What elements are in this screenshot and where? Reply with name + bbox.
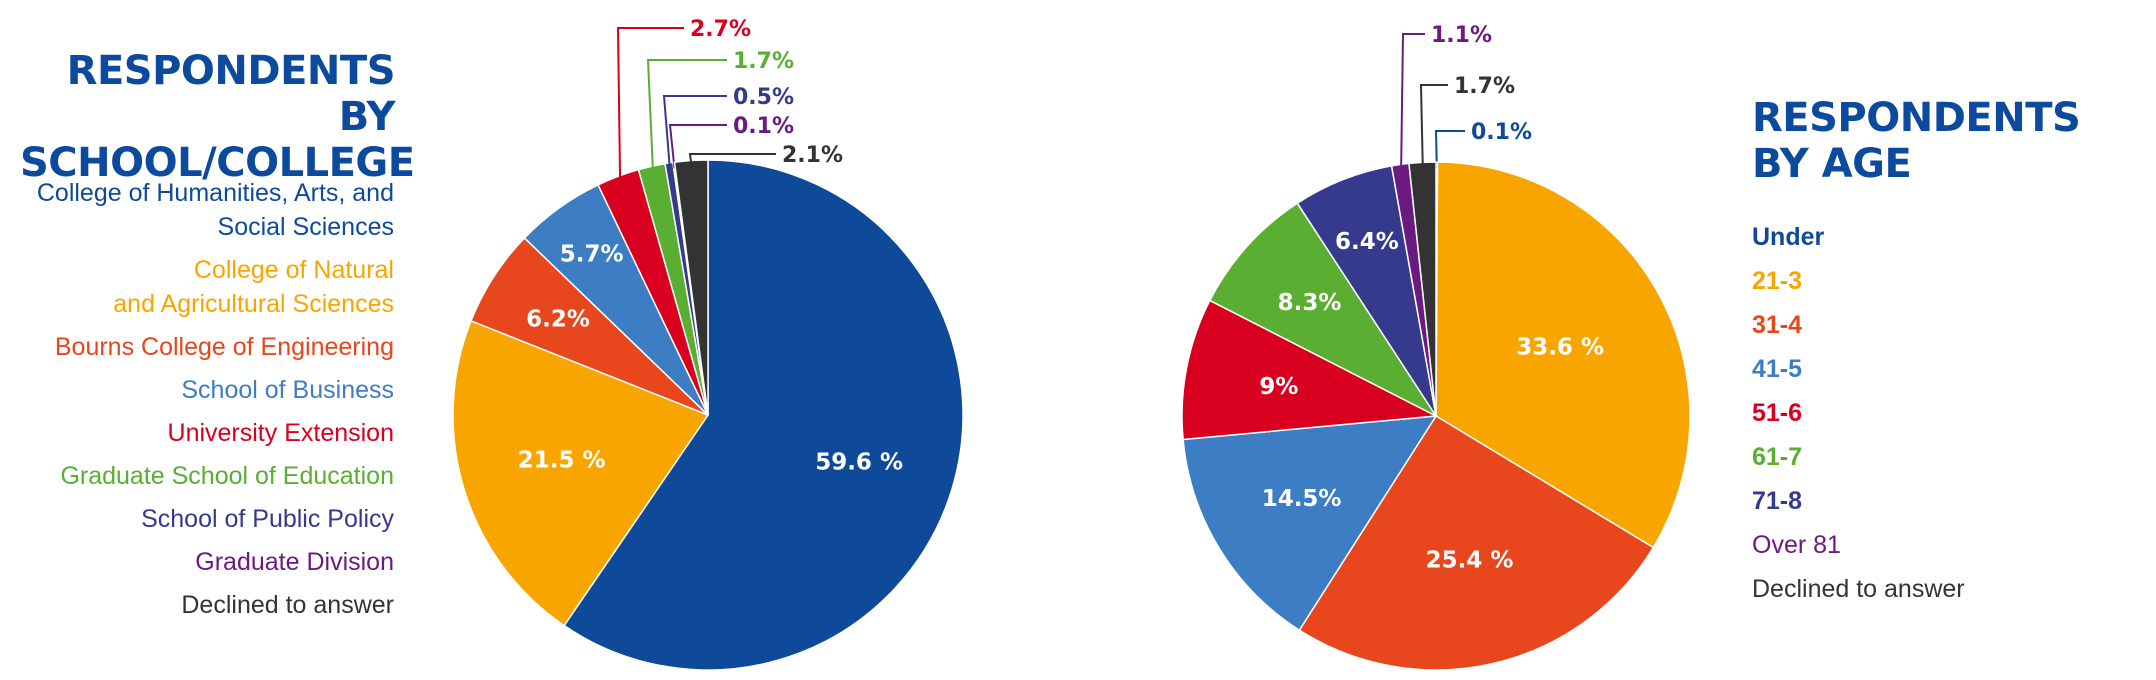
legend-item-business: School of Business [0, 373, 394, 407]
legend-item-under: Under [1752, 220, 2132, 255]
slice-value-label-school-bourns-college-of-engineering: 6.2% [526, 306, 590, 332]
school-legend: College of Humanities, Arts, and Social … [0, 176, 394, 631]
legend-item-21-3: 21-3 [1752, 264, 2132, 299]
callout-line-age-over-81 [1400, 33, 1425, 171]
age-chart-title: RESPONDENTS BY AGE [1752, 95, 2132, 187]
legend-item-over-81: Over 81 [1752, 528, 2132, 563]
pie-slice-school-college-of-humanities-arts-and-social-sciences [563, 159, 964, 671]
legend-item-51-6: 51-6 [1752, 396, 2132, 431]
legend-item-education: Graduate School of Education [0, 459, 394, 493]
legend-label: Declined to answer [181, 591, 394, 619]
legend-item-graduate-division: Graduate Division [0, 545, 394, 579]
legend-item-public-policy: School of Public Policy [0, 502, 394, 536]
slice-value-label-age-31-4: 25.4 % [1426, 548, 1514, 574]
legend-label: School of Public Policy [141, 505, 394, 533]
legend-label: Bourns College of Engineering [54, 333, 394, 361]
callout-label-age-under: 0.1% [1471, 120, 1532, 145]
callout-label-school-graduate-school-of-education: 1.7% [733, 49, 794, 74]
callout-label-school-university-extension: 2.7% [690, 17, 751, 42]
legend-label: University Extension [167, 419, 394, 447]
legend-label: Over 81 [1752, 531, 1841, 559]
legend-label: Under [1752, 223, 1825, 251]
age-legend: Under 21-3 31-4 41-5 51-6 61-7 71-8 Over… [1752, 220, 2132, 616]
legend-label: 71-8 [1752, 487, 1803, 515]
legend-item-declined: Declined to answer [0, 588, 394, 622]
legend-item-61-7: 61-7 [1752, 440, 2132, 475]
legend-label: 21-3 [1752, 267, 1803, 295]
slice-value-label-age-71-8: 6.4% [1335, 229, 1399, 255]
legend-item-engineering: Bourns College of Engineering [0, 330, 394, 364]
school-chart-title-line-2: SCHOOL/COLLEGE [20, 140, 415, 186]
legend-label: College of Natural and Agricultural Scie… [113, 256, 394, 318]
callout-line-school-declined-to-answer [688, 153, 776, 167]
callout-line-school-university-extension [616, 27, 684, 183]
callout-line-school-graduate-school-of-education [646, 59, 727, 173]
slice-value-label-school-college-of-natural-and-agricultural-sciences: 21.5 % [518, 448, 606, 474]
callout-label-school-school-of-public-policy: 0.5% [733, 85, 794, 110]
school-chart-title-line-1: RESPONDENTS BY [66, 48, 396, 140]
legend-label: Declined to answer [1752, 575, 1965, 603]
callout-line-school-school-of-public-policy [662, 95, 727, 169]
legend-label: College of Humanities, Arts, and Social … [36, 179, 394, 241]
slice-value-label-school-college-of-humanities-arts-and-social-sciences: 59.6 % [815, 450, 903, 476]
legend-label: 41-5 [1752, 355, 1803, 383]
pie-slice-school-college-of-natural-and-agricultural-sciences [452, 319, 710, 627]
legend-label: 51-6 [1752, 399, 1803, 427]
pie-slice-age-41-5 [1182, 415, 1438, 632]
legend-label: Graduate Division [195, 548, 394, 576]
slice-value-label-age-51-6: 9% [1259, 374, 1298, 400]
legend-label: School of Business [181, 376, 394, 404]
legend-item-natural-agricultural: College of Natural and Agricultural Scie… [0, 253, 394, 321]
age-chart-title-line-2: BY AGE [1752, 141, 1912, 187]
legend-item-31-4: 31-4 [1752, 308, 2132, 343]
slice-value-label-age-21-3: 33.6 % [1516, 335, 1604, 361]
pie-slice-age-61-7 [1208, 202, 1439, 418]
legend-label: 31-4 [1752, 311, 1803, 339]
callout-label-school-declined-to-answer: 2.1% [782, 143, 843, 168]
slice-value-label-age-61-7: 8.3% [1278, 290, 1342, 316]
legend-label: Graduate School of Education [60, 462, 394, 490]
age-chart-title-line-1: RESPONDENTS [1752, 95, 2081, 141]
pie-slice-age-31-4 [1298, 414, 1655, 671]
slice-value-label-school-school-of-business: 5.7% [560, 242, 624, 268]
callout-line-age-declined-to-answer [1419, 84, 1448, 169]
callout-line-school-graduate-division [668, 124, 727, 169]
legend-item-71-8: 71-8 [1752, 484, 2132, 519]
pie-slice-age-51-6 [1181, 299, 1439, 441]
callout-line-age-under [1434, 130, 1465, 169]
slice-value-label-age-41-5: 14.5% [1262, 486, 1342, 512]
legend-item-41-5: 41-5 [1752, 352, 2132, 387]
legend-item-extension: University Extension [0, 416, 394, 450]
callout-label-age-declined-to-answer: 1.7% [1454, 74, 1515, 99]
legend-item-humanities: College of Humanities, Arts, and Social … [0, 176, 394, 244]
callout-label-school-graduate-division: 0.1% [733, 114, 794, 139]
school-chart-title: RESPONDENTS BY SCHOOL/COLLEGE [20, 48, 415, 186]
legend-label: 61-7 [1752, 443, 1803, 471]
legend-item-declined: Declined to answer [1752, 572, 2132, 607]
pie-slice-age-21-3 [1435, 161, 1691, 549]
callout-label-age-over-81: 1.1% [1431, 23, 1492, 48]
